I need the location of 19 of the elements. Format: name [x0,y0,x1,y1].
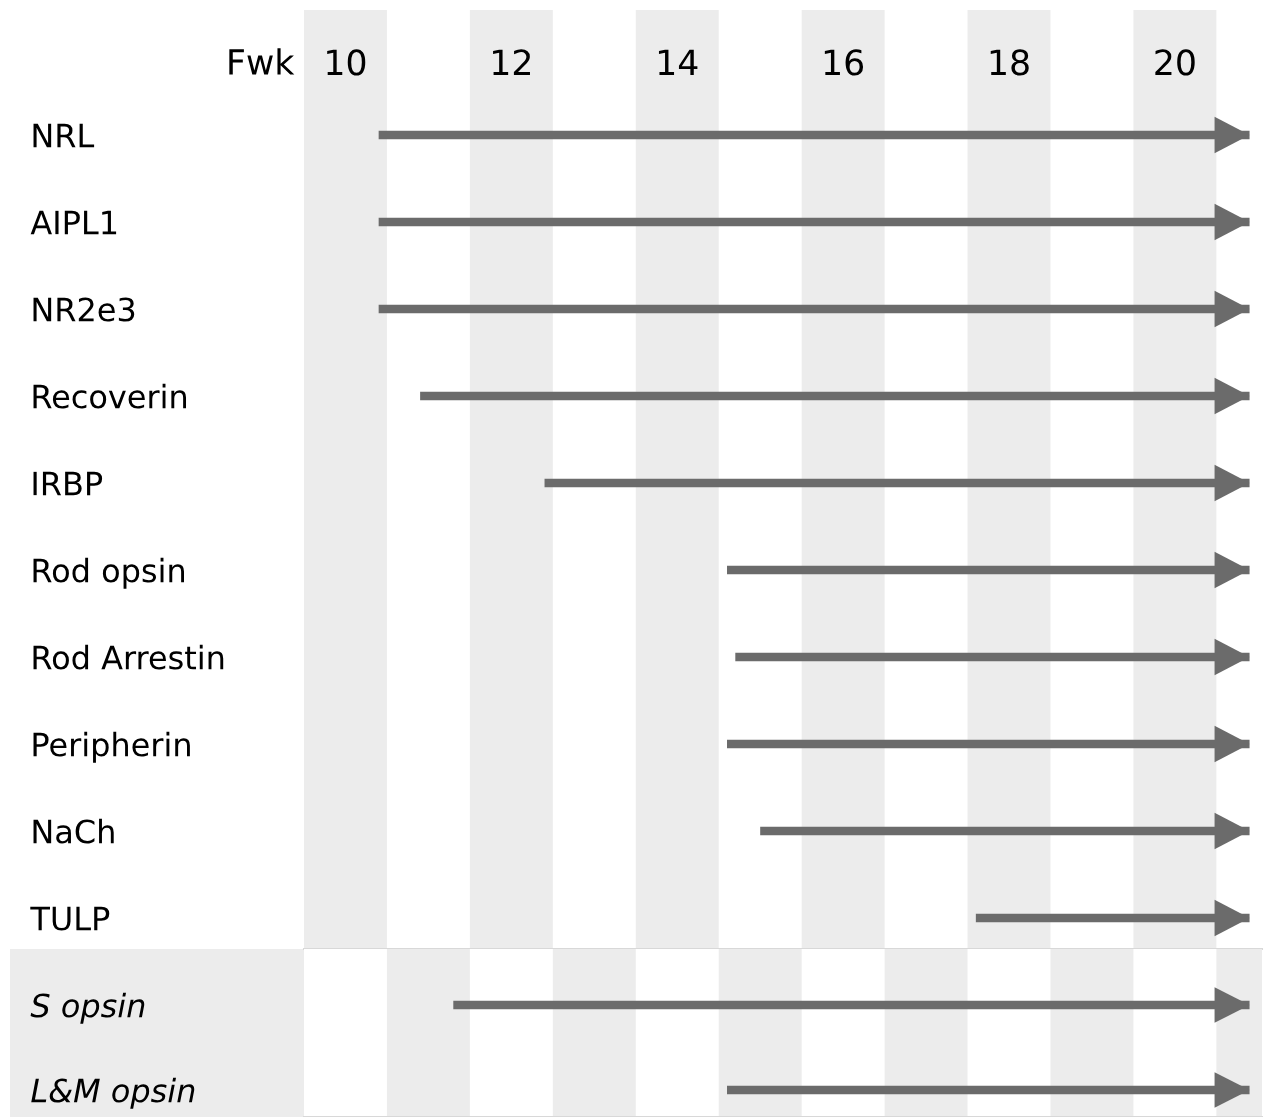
y-tick-label: Recoverin [33,383,187,409]
x-tick-label: 14 [658,49,698,75]
y-tick-label: AIPL1 [30,210,117,235]
y-tick-label: Rod opsin [33,557,184,589]
x-tick-label: 12 [493,49,530,75]
x-tick-label: 20 [1155,49,1195,76]
y-tick-label: Peripherin [33,731,190,763]
y-tick-label: NRL [33,123,95,148]
x-tick-label: 16 [824,49,864,76]
x-axis-title: Fwk [229,48,295,75]
y-tick-label: S opsin [30,992,145,1024]
y-tick-label: Rod Arrestin [33,644,224,670]
y-tick-label: L&M opsin [31,1077,195,1109]
y-tick-label: NR2e3 [33,297,135,322]
x-tick-label: 18 [990,49,1029,76]
y-tick-label: IRBP [33,471,103,496]
y-tick-label: NaCh [33,818,114,844]
x-tick-label: 10 [327,49,366,76]
y-tick-label: TULP [30,906,110,931]
